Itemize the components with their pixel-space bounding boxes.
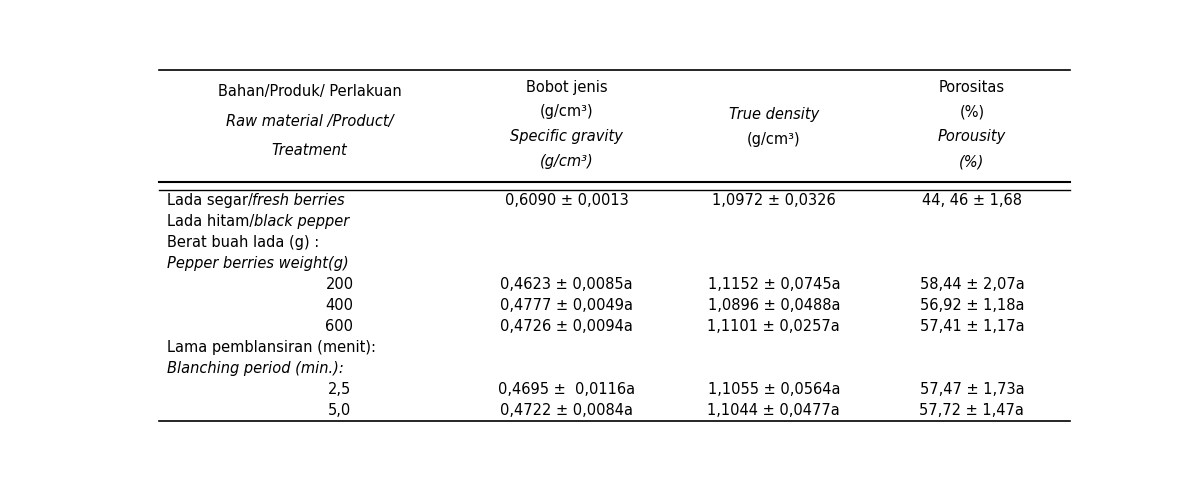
Text: 1,1101 ± 0,0257a: 1,1101 ± 0,0257a: [707, 319, 840, 334]
Text: Lada segar/: Lada segar/: [167, 193, 253, 208]
Text: Blanching period (min.):: Blanching period (min.):: [167, 361, 343, 376]
Text: 1,1152 ± 0,0745a: 1,1152 ± 0,0745a: [707, 277, 840, 292]
Text: 56,92 ± 1,18a: 56,92 ± 1,18a: [920, 298, 1024, 313]
Text: 0,4623 ± 0,0085a: 0,4623 ± 0,0085a: [500, 277, 633, 292]
Text: Berat buah lada (g) :: Berat buah lada (g) :: [167, 235, 319, 250]
Text: 0,4722 ± 0,0084a: 0,4722 ± 0,0084a: [500, 403, 633, 418]
Text: 1,1055 ± 0,0564a: 1,1055 ± 0,0564a: [707, 382, 840, 397]
Text: 1,1044 ± 0,0477a: 1,1044 ± 0,0477a: [707, 403, 840, 418]
Text: Specific gravity: Specific gravity: [511, 129, 623, 144]
Text: (g/cm³): (g/cm³): [747, 132, 801, 147]
Text: (g/cm³): (g/cm³): [540, 104, 594, 120]
Text: 5,0: 5,0: [327, 403, 351, 418]
Text: 44, 46 ± 1,68: 44, 46 ± 1,68: [922, 193, 1022, 208]
Text: (%): (%): [959, 155, 984, 169]
Text: 57,41 ± 1,17a: 57,41 ± 1,17a: [920, 319, 1024, 334]
Text: Treatment: Treatment: [271, 143, 348, 158]
Text: 600: 600: [325, 319, 354, 334]
Text: 0,4777 ± 0,0049a: 0,4777 ± 0,0049a: [500, 298, 633, 313]
Text: Pepper berries weight(g): Pepper berries weight(g): [167, 256, 349, 271]
Text: 400: 400: [325, 298, 354, 313]
Text: 200: 200: [325, 277, 354, 292]
Text: black pepper: black pepper: [254, 214, 349, 229]
Text: fresh berries: fresh berries: [253, 193, 345, 208]
Text: Porousity: Porousity: [938, 129, 1006, 144]
Text: Bahan/Produk/ Perlakuan: Bahan/Produk/ Perlakuan: [217, 84, 402, 99]
Text: 0,4726 ± 0,0094a: 0,4726 ± 0,0094a: [500, 319, 633, 334]
Text: Lada hitam/: Lada hitam/: [167, 214, 254, 229]
Text: 0,4695 ±  0,0116a: 0,4695 ± 0,0116a: [498, 382, 635, 397]
Text: 57,47 ± 1,73a: 57,47 ± 1,73a: [920, 382, 1024, 397]
Text: True density: True density: [729, 107, 819, 122]
Text: 1,0972 ± 0,0326: 1,0972 ± 0,0326: [712, 193, 836, 208]
Text: Bobot jenis: Bobot jenis: [526, 80, 608, 94]
Text: Raw material /Product/: Raw material /Product/: [225, 114, 393, 129]
Text: (%): (%): [959, 104, 984, 120]
Text: Lama pemblansiran (menit):: Lama pemblansiran (menit):: [167, 340, 375, 355]
Text: (g/cm³): (g/cm³): [540, 155, 594, 169]
Text: 57,72 ± 1,47a: 57,72 ± 1,47a: [920, 403, 1024, 418]
Text: Porositas: Porositas: [939, 80, 1005, 94]
Text: 58,44 ± 2,07a: 58,44 ± 2,07a: [920, 277, 1024, 292]
Text: 2,5: 2,5: [327, 382, 351, 397]
Text: 0,6090 ± 0,0013: 0,6090 ± 0,0013: [505, 193, 628, 208]
Text: 1,0896 ± 0,0488a: 1,0896 ± 0,0488a: [707, 298, 840, 313]
